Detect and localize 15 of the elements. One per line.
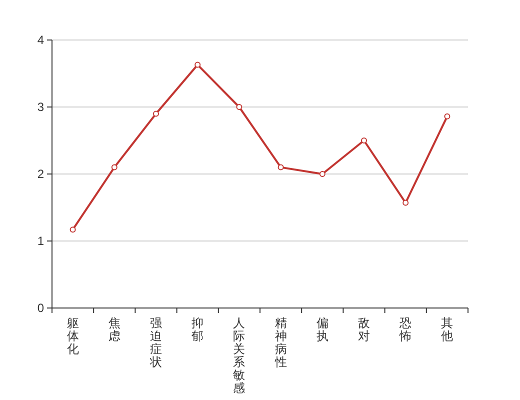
x-tick-label: 人际关系敏感 [233,316,246,395]
x-tick-label: 抑郁 [192,316,204,343]
x-tick-label: 精神病性 [274,316,287,369]
x-tick-label: 强迫症状 [150,316,162,369]
y-tick-label: 3 [37,100,44,114]
x-tick-label: 敌对 [358,316,370,343]
y-tick-label: 4 [37,33,44,47]
x-tick-label: 其他 [441,316,454,343]
y-tick-label: 2 [37,167,44,181]
x-tick-label: 躯体化 [66,316,79,356]
x-tick-label: 焦虑 [108,316,120,343]
x-tick-label: 偏执 [316,316,328,343]
y-tick-label: 1 [37,234,44,248]
x-tick-label: 恐怖 [400,316,412,343]
y-tick-label: 0 [37,301,44,315]
